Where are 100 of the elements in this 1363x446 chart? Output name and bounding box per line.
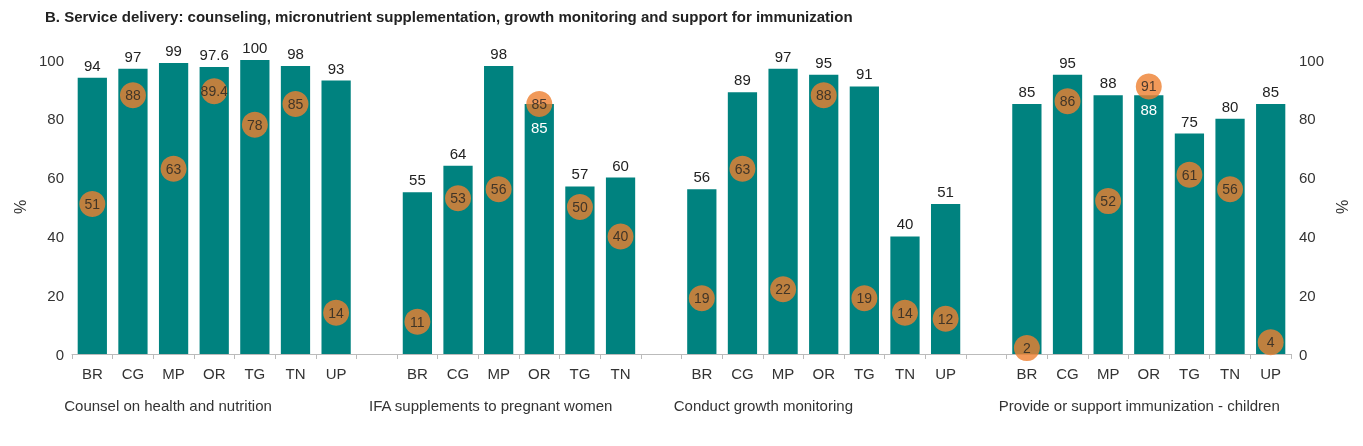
y-axis-title: %	[11, 199, 29, 215]
data-label: 88	[815, 87, 832, 104]
x-tick-label: TG	[569, 365, 591, 382]
data-label: 80	[1221, 97, 1239, 115]
x-tick-label: CG	[1056, 365, 1079, 382]
data-label: 19	[856, 290, 873, 307]
bar	[321, 80, 351, 354]
y2-tick-label: 0	[1299, 345, 1308, 363]
x-tick-label: OR	[812, 365, 836, 382]
data-label: 86	[1059, 93, 1076, 110]
data-label: 97	[124, 47, 142, 65]
data-label: 85	[530, 119, 548, 137]
x-tick-label: TG	[244, 365, 266, 382]
text: Conduct growth monitoring	[673, 396, 853, 414]
data-label: 97.6	[199, 46, 229, 64]
bar	[687, 189, 717, 354]
data-label: 88	[1140, 101, 1158, 119]
x-tick-label: CG	[446, 365, 470, 382]
data-label: 63	[734, 160, 751, 177]
bar	[443, 165, 473, 354]
data-label: 14	[897, 304, 913, 321]
x-tick-label: BR	[406, 365, 428, 382]
y-tick-label: 0	[55, 345, 64, 363]
y2-axis-title: %	[1334, 199, 1352, 215]
bar	[768, 68, 798, 354]
data-label: 56	[1222, 181, 1239, 198]
data-label: 85	[1018, 83, 1036, 101]
data-label: 19	[694, 290, 710, 307]
data-label: 52	[1100, 193, 1117, 210]
x-tick-label: TG	[1178, 365, 1200, 382]
bar	[809, 74, 839, 354]
data-label: 56	[490, 181, 507, 198]
bar	[199, 67, 229, 354]
data-label: 99	[165, 41, 182, 59]
y-tick-label: 20	[47, 286, 64, 304]
y2-tick-label: 80	[1299, 110, 1316, 128]
data-label: 51	[84, 196, 101, 213]
data-label: 100	[242, 39, 268, 56]
data-label: 85	[1262, 83, 1280, 101]
bar	[849, 86, 879, 354]
y2-tick-label: 100	[1299, 51, 1325, 69]
y-tick-label: 80	[47, 110, 64, 128]
text: Provide or support immunization - children	[998, 396, 1280, 414]
bar	[565, 186, 595, 354]
y2-tick-label: 60	[1299, 169, 1316, 187]
text: Counsel on health and nutrition	[64, 396, 272, 414]
bar	[1012, 104, 1042, 354]
bar	[605, 177, 636, 354]
data-label: 88	[125, 87, 141, 104]
x-tick-label: TN	[894, 365, 915, 382]
y-tick-label: 100	[38, 51, 64, 69]
data-label: 14	[328, 304, 345, 321]
data-label: 11	[410, 313, 425, 330]
bar	[1174, 133, 1205, 354]
bar	[158, 62, 189, 354]
data-label: 61	[1181, 166, 1198, 183]
data-label: 95	[815, 53, 833, 71]
x-tick-label: BR	[1016, 365, 1038, 382]
data-label: 22	[775, 281, 792, 298]
text: IFA supplements to pregnant women	[368, 396, 613, 414]
x-tick-label: UP	[935, 365, 957, 382]
y2-tick-label: 40	[1299, 227, 1316, 245]
data-label: 98	[287, 44, 304, 62]
data-label: 91	[1140, 78, 1157, 95]
x-tick-label: MP	[1096, 365, 1120, 382]
data-label: 89	[734, 71, 751, 89]
x-tick-label: OR	[202, 365, 226, 382]
x-tick-label: BR	[691, 365, 713, 382]
data-label: 64	[449, 144, 467, 162]
data-label: 93	[327, 59, 345, 77]
x-tick-label: CG	[731, 365, 754, 382]
data-label: 95	[1059, 53, 1076, 71]
bar	[240, 60, 270, 354]
x-tick-label: OR	[528, 365, 551, 382]
data-label: 60	[612, 156, 629, 174]
data-label: 53	[450, 190, 467, 207]
data-label: 2	[1022, 340, 1031, 357]
data-label: 12	[937, 310, 954, 327]
x-tick-label: MP	[162, 365, 185, 382]
x-tick-label: MP	[487, 365, 510, 382]
x-tick-label: UP	[1260, 365, 1282, 382]
data-label: 63	[165, 160, 182, 177]
x-tick-label: UP	[325, 365, 347, 382]
point	[1013, 335, 1040, 362]
data-label: 78	[247, 116, 263, 133]
data-label: 88	[1099, 74, 1117, 92]
data-label: 75	[1181, 112, 1198, 130]
data-label: 85	[287, 96, 304, 113]
bar	[727, 92, 758, 354]
y-tick-label: 60	[47, 169, 64, 187]
x-tick-label: TN	[1220, 365, 1241, 382]
point	[1257, 329, 1284, 356]
x-tick-label: TG	[853, 365, 875, 382]
data-label: 56	[693, 168, 711, 186]
x-tick-label: CG	[121, 365, 145, 382]
x-tick-label: TN	[285, 365, 306, 382]
data-label: 40	[612, 228, 629, 245]
bar	[118, 68, 148, 354]
x-tick-label: OR	[1137, 365, 1161, 382]
chart-title: B. Service delivery: counseling, micronutrient supplementation, growth monitoring and support for immunization	[45, 8, 853, 25]
